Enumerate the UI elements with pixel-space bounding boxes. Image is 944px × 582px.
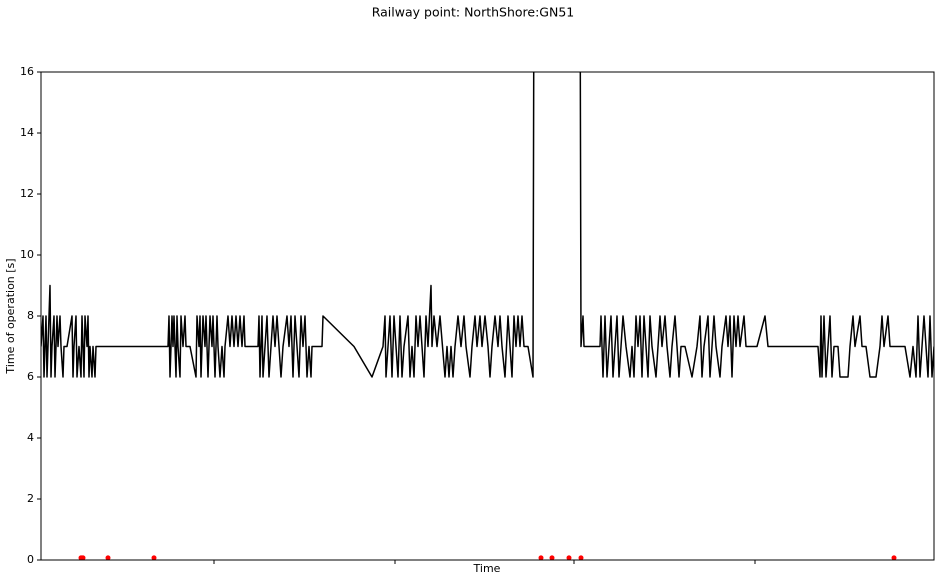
scatter-point [891, 555, 897, 560]
y-tick-label: 10 [20, 248, 34, 261]
y-tick-label: 12 [20, 187, 34, 200]
y-tick-label: 2 [27, 492, 34, 505]
scatter-point [80, 555, 86, 560]
line-series [41, 72, 934, 378]
y-tick-label: 8 [27, 309, 34, 322]
y-tick-label: 4 [27, 431, 34, 444]
scatter-point [151, 555, 157, 560]
scatter-point [105, 555, 111, 560]
y-tick-label: 16 [20, 65, 34, 78]
scatter-point [538, 555, 544, 560]
scatter-point [578, 555, 584, 560]
axes-frame [40, 71, 935, 561]
scatter-point [549, 555, 555, 560]
scatter-point [566, 555, 572, 560]
y-tick-label: 0 [27, 553, 34, 566]
x-axis-label: Time [473, 562, 501, 575]
y-axis-label: Time of operation [s] [4, 258, 17, 374]
y-tick-label: 6 [27, 370, 34, 383]
plot-area [41, 72, 934, 560]
y-tick-label: 14 [20, 126, 34, 139]
chart-title: Railway point: NorthShore:GN51 [372, 5, 575, 20]
